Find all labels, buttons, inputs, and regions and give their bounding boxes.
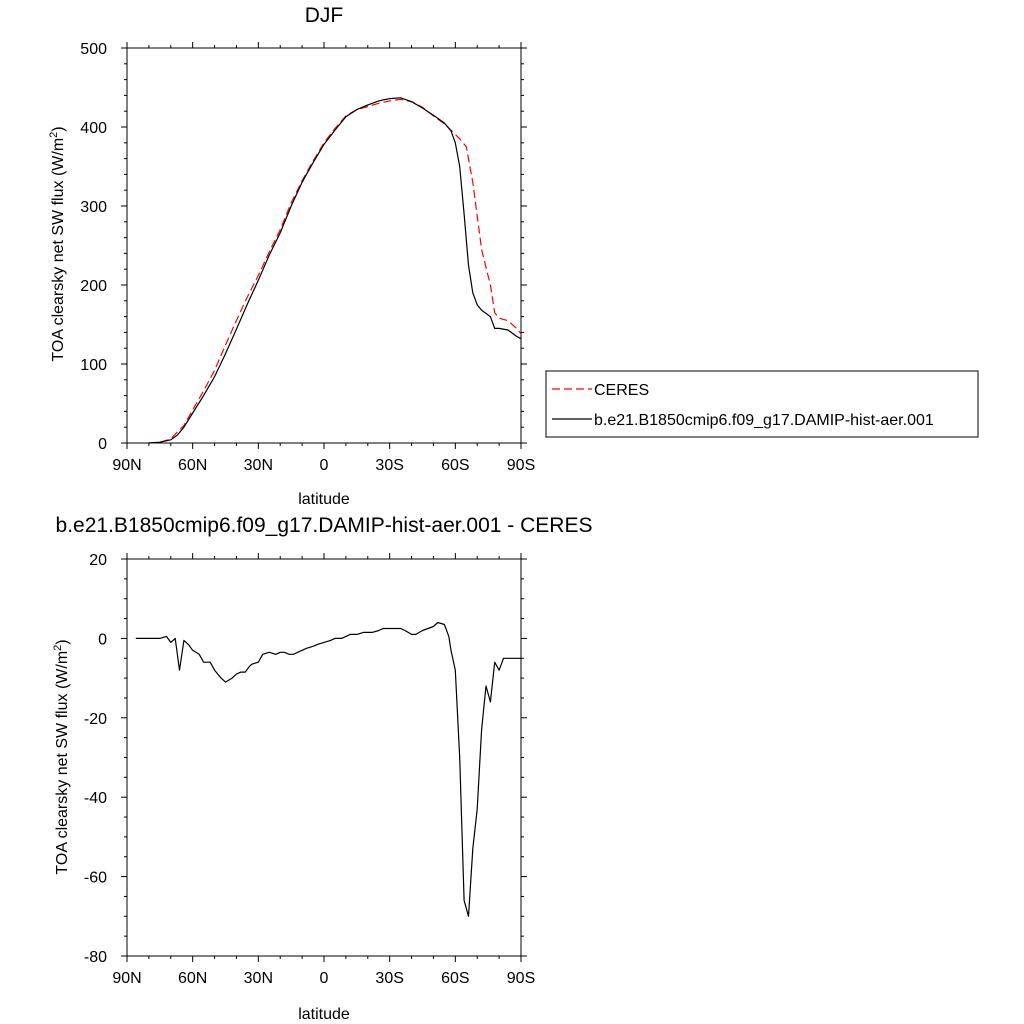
top-series-line-0 [148,98,522,444]
top-series-lines [148,97,522,444]
top-y-tick-label: 0 [98,436,107,453]
top-x-tick-label: 90N [112,457,141,474]
legend-label-ceres: CERES [594,382,649,399]
bottom-x-tick-label: 0 [320,970,329,987]
top-plot-frame [126,47,522,444]
bottom-y-axis-title-sup: 2 [52,645,64,651]
bottom-y-tick-label: 20 [89,552,107,569]
bottom-x-tick-label: 90N [112,970,141,987]
bottom-series-line-0 [135,621,521,917]
top-y-tick-label: 400 [80,120,107,137]
bottom-y-axis-title: TOA clearsky net SW flux (W/m2) [52,639,71,874]
top-x-tick-label: 30S [375,457,403,474]
top-y-axis-title-end: ) [50,126,67,131]
top-chart-title: DJF [305,4,344,27]
bottom-x-tick-label: 60S [441,970,469,987]
top-x-tick-label: 30N [244,457,273,474]
top-y-axis-title-main: TOA clearsky net SW flux (W/m [50,138,67,362]
top-x-tick-label: 90S [507,457,535,474]
bottom-y-tick-label: -60 [84,870,107,887]
bottom-y-tick-label: 0 [98,631,107,648]
bottom-y-tick-label: -20 [84,711,107,728]
bottom-plot-frame [126,558,522,957]
top-y-axis-title-sup: 2 [48,132,60,138]
bottom-axis-ticks: 90N 60N 30N 0 30S 60S 90S -80 -60 -40 -20 0 20 [84,552,535,987]
bottom-chart-title: b.e21.B1850cmip6.f09_g17.DAMIP-hist-aer.… [56,514,593,537]
bottom-y-axis-title-end: ) [54,639,71,644]
top-x-tick-label: 60S [441,457,469,474]
top-plot-border [126,47,522,444]
top-axis-ticks: 90N 60N 30N 0 30S 60S 90S 0 100 200 300 400 500 [80,41,535,474]
bottom-series-lines [135,621,521,917]
top-y-axis-title: TOA clearsky net SW flux (W/m2) [48,126,67,361]
top-x-axis-title: latitude [298,491,350,508]
legend-box [545,370,979,438]
bottom-y-axis-title-main: TOA clearsky net SW flux (W/m [54,651,71,875]
top-series-line-1 [148,97,522,444]
top-y-tick-label: 300 [80,199,107,216]
bottom-x-tick-label: 30S [375,970,403,987]
top-y-tick-label: 100 [80,357,107,374]
top-x-tick-label: 0 [320,457,329,474]
bottom-plot-border [126,558,522,957]
top-y-tick-label: 500 [80,41,107,58]
bottom-x-tick-label: 30N [244,970,273,987]
bottom-x-tick-label: 60N [178,970,207,987]
bottom-x-axis-title: latitude [298,1006,350,1023]
bottom-x-tick-label: 90S [507,970,535,987]
top-y-tick-label: 200 [80,278,107,295]
legend-label-model: b.e21.B1850cmip6.f09_g17.DAMIP-hist-aer.… [594,412,934,429]
bottom-y-tick-label: -40 [84,790,107,807]
top-panel: DJF 90N 60N 30N 0 30S 60S 90S0100200300400500 … [48,4,979,508]
bottom-y-tick-label: -80 [84,949,107,966]
legend: CERES b.e21.B1850cmip6.f09_g17.DAMIP-his… [545,370,979,438]
bottom-panel: b.e21.B1850cmip6.f09_g17.DAMIP-hist-aer.… [52,514,592,1023]
top-x-tick-label: 60N [178,457,207,474]
